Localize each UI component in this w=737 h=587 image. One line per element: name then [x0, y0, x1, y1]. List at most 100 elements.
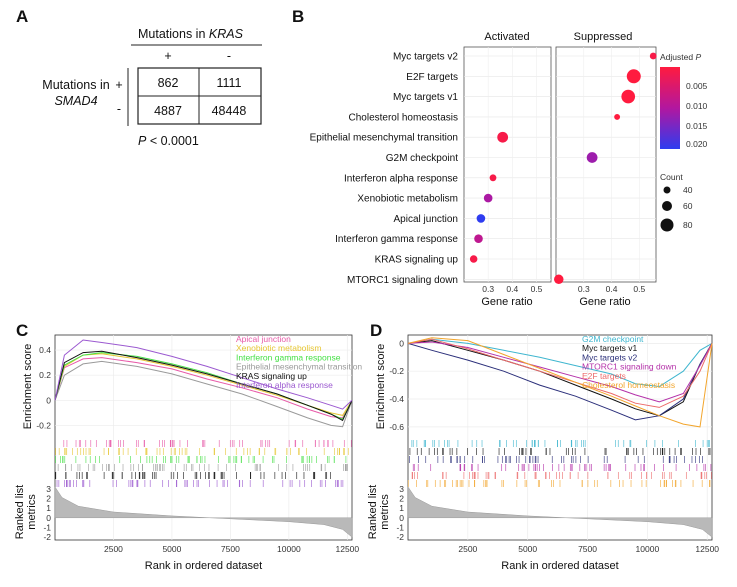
gseaD-legend-mtorc1-signaling-down: MTORC1 signaling down: [582, 362, 677, 372]
dot-cholesterol-homeostasis: [614, 113, 621, 120]
size-tick-2: 80: [683, 220, 693, 230]
gseaD-metric-tick-5: -2: [396, 532, 404, 542]
gseaD-xtick-3: 10000: [636, 544, 660, 554]
color-legend-title: Adjusted P: [660, 52, 701, 62]
row-minus: -: [117, 102, 121, 116]
panel-letter-c: C: [16, 321, 28, 340]
term-label-myc-targets-v1: Myc targets v1: [393, 92, 458, 103]
term-label-myc-targets-v2: Myc targets v2: [393, 52, 458, 63]
cell-minus-minus: 48448: [212, 104, 247, 118]
dot-kras-signaling-up: [469, 255, 478, 263]
gseaD-line-myc-targets-v1: [407, 340, 713, 417]
dot-epithelial-mesenchymal-transition: [497, 131, 509, 143]
dot-myc-targets-v2: [649, 52, 657, 60]
gseaC-line-kras-signaling-up: [54, 350, 353, 422]
gseaC-ylabel: Enrichment score: [22, 344, 34, 430]
gseaD-xtick-1: 5000: [518, 544, 537, 554]
color-tick-1: 0.010: [686, 101, 708, 111]
panel-letter-a: A: [16, 7, 28, 26]
size-dot-40: [663, 186, 671, 194]
gseaD-hits-cholesterol-homeostasis: [407, 480, 711, 487]
xtick-activated-0: 0.3: [482, 284, 494, 294]
gseaC-legend-interferon-gamma-response: Interferon gamma response: [236, 352, 341, 362]
gseaD-hits-g2m-checkpoint: [411, 440, 710, 447]
term-label-cholesterol-homeostasis: Cholesterol homeostasis: [349, 112, 459, 123]
gseaD-ylabel2-line2: metrics: [379, 494, 391, 530]
gseaC-hits-kras-signaling-up: [54, 472, 331, 479]
gseaD-legend-g2m-checkpoint: G2M checkpoint: [582, 334, 644, 344]
term-label-interferon-gamma-response: Interferon gamma response: [335, 234, 458, 245]
xlabel-suppressed: Gene ratio: [579, 296, 630, 308]
gseaD-metric-tick-1: 2: [399, 493, 404, 503]
dot-g2m-checkpoint: [586, 152, 598, 163]
size-tick-0: 40: [683, 185, 693, 195]
gseaD-xtick-4: 12500: [695, 544, 719, 554]
gseaC-line-apical-junction: [54, 357, 353, 419]
gseaD-ytick-0: 0: [399, 338, 404, 348]
gseaC-legend-kras-signaling-up: KRAS signaling up: [236, 371, 307, 381]
gseaD-hits-e2f-targets: [411, 472, 712, 479]
cell-plus-plus: 862: [158, 76, 179, 90]
gseaD-xtick-0: 2500: [458, 544, 477, 554]
gseaD-metric-tick-4: -1: [396, 522, 404, 532]
gseaD-metric-tick-2: 1: [399, 503, 404, 513]
dot-myc-targets-v1: [621, 89, 636, 104]
size-legend-title: Count: [660, 172, 683, 182]
gseaD-hits-mtorc1-signaling-down: [412, 464, 712, 471]
gseaC-metric-tick-0: 3: [46, 484, 51, 494]
dot-plot: Activated Suppressed Myc targets v2 E2F t…: [310, 31, 708, 308]
cell-minus-plus: 4887: [154, 104, 182, 118]
gseaC-metric-tick-3: 0: [46, 513, 51, 523]
gseaC-hits-epithelial-mesenchymal-transition: [57, 464, 348, 471]
gseaC-ylabel2-line2: metrics: [26, 494, 38, 530]
gseaD-ytick-2: -0.4: [389, 394, 404, 404]
xlabel-activated: Gene ratio: [481, 296, 532, 308]
p-value: P < 0.0001: [138, 134, 199, 148]
gseaD-ytick-3: -0.6: [389, 422, 404, 432]
gseaC-legend-epithelial-mesenchymal-transition: Epithelial mesenchymal transition: [236, 362, 362, 372]
gseaC-metric-tick-2: 1: [46, 503, 51, 513]
gseaD-metric-tick-3: 0: [399, 513, 404, 523]
gseaC-legend-xenobiotic-metabolism: Xenobiotic metabolism: [236, 343, 322, 353]
gseaC-line-epithelial-mesenchymal-transition: [54, 360, 353, 428]
gseaC-ytick-3: -0.2: [36, 420, 51, 430]
term-label-xenobiotic-metabolism: Xenobiotic metabolism: [357, 194, 458, 205]
term-label-kras-signaling-up: KRAS signaling up: [375, 255, 459, 266]
gseaD-hits-myc-targets-v2: [409, 456, 703, 463]
gseaD-hits-myc-targets-v1: [409, 448, 711, 455]
dot-interferon-gamma-response: [474, 234, 483, 243]
xtick-activated-2: 0.5: [531, 284, 543, 294]
gseaC-hits-interferon-gamma-response: [55, 456, 347, 463]
size-dot-80: [660, 218, 674, 232]
gseaC-legend-interferon-alpha-response: Interferon alpha response: [236, 380, 333, 390]
gseaD-ytick-1: -0.2: [389, 366, 404, 376]
gseaD-line-cholesterol-homeostasis: [407, 337, 713, 428]
row-label-line2: SMAD4: [54, 94, 97, 108]
xtick-suppressed-2: 0.5: [633, 284, 645, 294]
xtick-suppressed-0: 0.3: [578, 284, 590, 294]
gseaC-ytick-1: 0.2: [39, 370, 51, 380]
dot-interferon-alpha-response: [489, 174, 497, 182]
gseaC-hits-xenobiotic-metabolism: [55, 448, 349, 455]
dot-mtorc1-signaling-down: [554, 274, 564, 285]
gseaC-xlabel: Rank in ordered dataset: [145, 560, 262, 572]
gseaD-legend-cholesterol-homeostasis: Cholesterol homeostasis: [582, 380, 675, 390]
gseaD-line-mtorc1-signaling-down: [407, 341, 713, 403]
facet-suppressed: Suppressed: [574, 31, 633, 43]
gseaD-ylabel: Enrichment score: [375, 344, 387, 430]
gseaC-xtick-1: 5000: [162, 544, 181, 554]
facet-activated: Activated: [484, 31, 529, 43]
term-label-interferon-alpha-response: Interferon alpha response: [344, 173, 458, 184]
term-label-epithelial-mesenchymal-transition: Epithelial mesenchymal transition: [310, 133, 458, 144]
color-legend-bar: [660, 67, 680, 149]
size-dot-60: [662, 201, 672, 211]
gseaD-line-g2m-checkpoint: [407, 338, 713, 388]
gseaD-line-myc-targets-v2: [407, 342, 713, 421]
gseaC-hits-apical-junction: [63, 440, 352, 447]
cell-plus-minus: 1111: [216, 76, 241, 90]
gseaD-line-e2f-targets: [407, 338, 713, 408]
contingency-table: Mutations in KRAS + - Mutations in SMAD4…: [42, 27, 262, 148]
